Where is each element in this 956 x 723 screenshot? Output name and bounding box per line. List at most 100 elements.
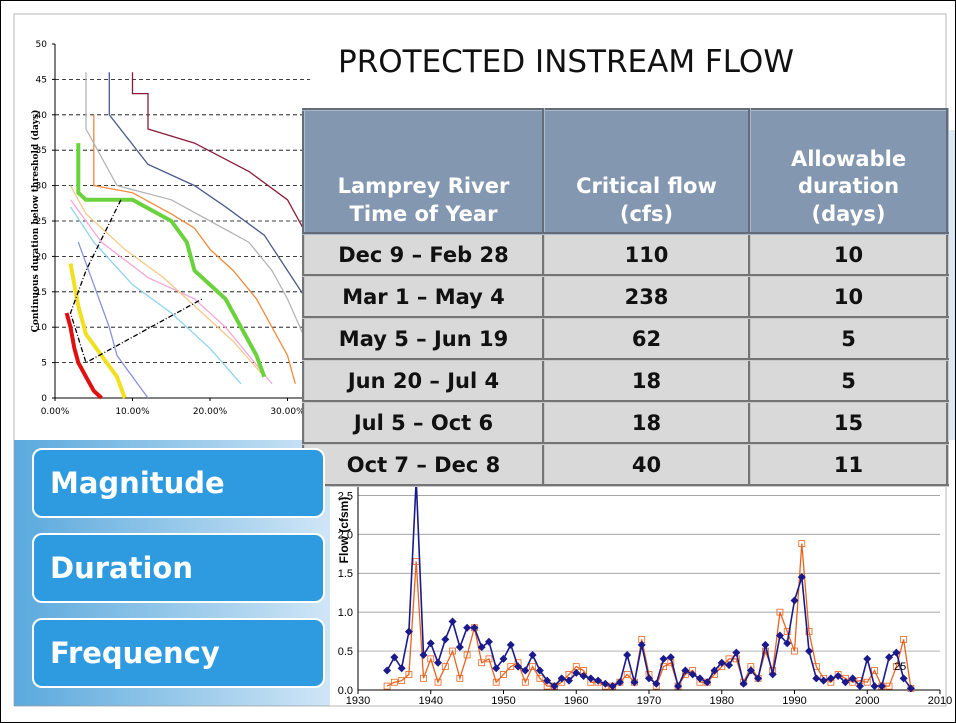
y-tick-label: 40 [36, 111, 48, 121]
square-marker [529, 663, 536, 671]
square-marker [623, 671, 631, 678]
diamond-marker [397, 664, 406, 673]
square-marker [500, 671, 507, 678]
y-tick-label: 1.5 [338, 568, 353, 580]
side-shade [946, 130, 955, 440]
table-cell: 18 [542, 400, 751, 445]
diamond-marker [841, 678, 850, 687]
diamond-marker [492, 664, 501, 673]
diamond-marker [383, 666, 392, 675]
diamond-marker [514, 662, 523, 671]
table-cell: 18 [542, 358, 751, 403]
diamond-marker [797, 573, 806, 582]
table-cell: 11 [748, 442, 949, 487]
diamond-marker [404, 627, 413, 636]
y-tick-label: 30 [36, 182, 48, 192]
square-marker [449, 647, 456, 655]
y-tick-label: 25 [36, 217, 47, 227]
diamond-marker [521, 666, 530, 675]
square-marker [805, 628, 813, 636]
square-marker [892, 663, 900, 671]
diamond-marker [666, 653, 675, 662]
y-tick-label: 0.0 [338, 685, 353, 697]
x-tick-label: 1990 [782, 695, 806, 707]
diamond-marker [775, 631, 784, 640]
diamond-marker [528, 650, 537, 659]
nav-button[interactable]: Frequency [32, 618, 325, 688]
header-row: Lamprey River Time of Year Critical flow … [302, 108, 949, 235]
diamond-marker [484, 637, 493, 646]
header-cell: Allowable duration (days) [748, 108, 949, 235]
square-marker [798, 540, 806, 548]
diamond-marker [455, 643, 464, 652]
table-row: Jul 5 – Oct 6 18 15 [302, 400, 949, 445]
x-tick-label: 1960 [564, 695, 588, 707]
diamond-marker [477, 643, 486, 652]
y-tick-label: 35 [36, 146, 47, 156]
series-line [108, 72, 312, 310]
square-marker [783, 628, 791, 636]
nav-button[interactable]: Duration [32, 533, 325, 603]
square-marker [776, 608, 784, 616]
diamond-marker [535, 666, 544, 675]
diamond-marker [674, 682, 683, 691]
header-cell: Critical flow (cfs) [542, 108, 751, 235]
square-marker [383, 682, 391, 690]
y-axis-label: Continuous duration below threshold (day… [30, 110, 41, 333]
slide-title: PROTECTED INSTREAM FLOW [338, 44, 794, 80]
diamond-marker [586, 674, 595, 683]
table-cell: 5 [748, 316, 949, 361]
y-tick-label: 0.5 [338, 646, 353, 658]
table-cell: 40 [542, 442, 751, 487]
diamond-marker [659, 654, 668, 663]
series-line [69, 185, 265, 378]
diamond-marker [426, 639, 435, 648]
square-marker [420, 674, 427, 682]
square-marker [427, 655, 435, 663]
y-tick-label: 2.5 [338, 490, 353, 502]
series-line [69, 199, 203, 364]
diamond-marker [572, 668, 581, 677]
diamond-marker [899, 674, 908, 683]
y-tick-label: 50 [36, 40, 48, 50]
diamond-marker [470, 623, 479, 632]
square-marker [405, 671, 413, 678]
flow-chart: 0.0 0.5 1.0 1.5 2.0 2.5 1930 1940 1950 1960 1970 19… [337, 440, 952, 707]
square-marker [478, 659, 486, 667]
diamond-marker [441, 635, 450, 644]
diamond-marker [805, 647, 814, 656]
table-cell: 10 [748, 232, 949, 277]
y-tick-label: 10 [36, 323, 48, 333]
flow-table: Lamprey River Time of Year Critical flow … [302, 108, 949, 487]
diamond-marker [732, 648, 741, 657]
diamond-marker [645, 674, 653, 683]
table-cell: 10 [748, 274, 949, 319]
nav-button[interactable]: Magnitude [32, 448, 325, 518]
diamond-marker [754, 674, 763, 683]
diamond-marker [594, 676, 603, 685]
table-cell: 5 [748, 358, 949, 403]
table-cell: Oct 7 – Dec 8 [302, 442, 545, 487]
diamond-marker [870, 682, 879, 691]
diamond-marker [855, 682, 864, 691]
square-marker [791, 647, 798, 655]
square-marker [885, 682, 893, 690]
x-tick-label: 2000 [855, 695, 879, 707]
y-tick-label: 45 [36, 75, 47, 85]
series-line [85, 72, 312, 357]
diamond-marker [681, 666, 690, 675]
diamond-marker [434, 658, 443, 667]
diamond-marker [863, 654, 872, 663]
series-line [131, 72, 312, 247]
diamond-marker [550, 682, 559, 691]
y-tick-label: 0 [41, 394, 47, 404]
series-line [68, 263, 127, 399]
diamond-marker [463, 623, 472, 632]
series-line [69, 199, 273, 385]
table-cell: May 5 – Jun 19 [302, 316, 545, 361]
square-marker [507, 663, 515, 671]
series-group [383, 475, 915, 692]
diamond-marker [826, 674, 835, 683]
square-marker [441, 663, 449, 671]
diamond-marker [448, 617, 457, 626]
